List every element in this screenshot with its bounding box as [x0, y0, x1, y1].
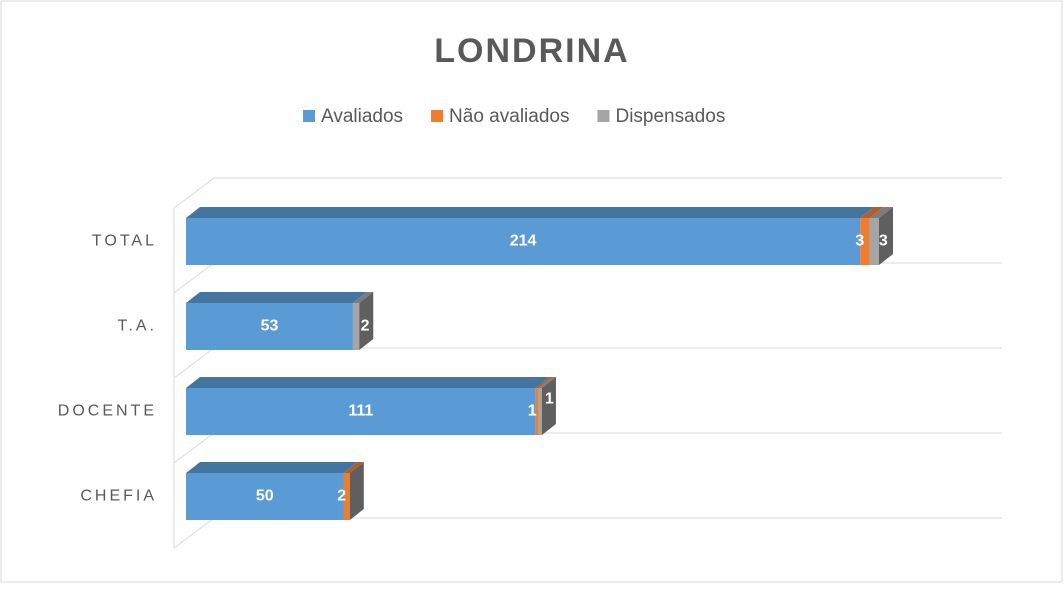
bar-top	[343, 462, 364, 473]
bar	[538, 388, 542, 435]
bar-top	[535, 377, 553, 388]
bar	[186, 473, 344, 520]
legend-label: Dispensados	[615, 106, 725, 127]
legend-swatch	[597, 110, 610, 122]
grid-line	[173, 432, 215, 464]
data-label: 214	[510, 233, 537, 250]
legend-swatch	[431, 110, 444, 122]
grid-line	[173, 347, 215, 379]
bar	[343, 473, 350, 520]
data-label: 1	[545, 391, 554, 408]
bar-side	[879, 207, 893, 265]
data-label: 3	[855, 233, 864, 250]
data-label: 53	[261, 318, 279, 335]
grid-line	[173, 177, 215, 209]
y-tick-label: TOTAL	[92, 233, 157, 250]
y-tick-label: CHEFIA	[80, 488, 157, 505]
data-label: 2	[361, 318, 370, 335]
bar-side	[541, 377, 556, 435]
legend-label: Avaliados	[321, 106, 403, 127]
legend-swatch	[303, 110, 315, 122]
bar-side	[359, 292, 374, 350]
bar-top	[538, 377, 556, 388]
bar-top	[186, 292, 367, 303]
data-label: 2	[337, 488, 346, 505]
grid-line	[173, 517, 215, 549]
bar	[186, 218, 861, 265]
data-label: 3	[879, 233, 888, 250]
grid-line	[173, 262, 215, 294]
bar-top	[860, 207, 884, 218]
data-label: 1	[528, 403, 537, 420]
data-label: 50	[256, 488, 274, 505]
bar	[186, 388, 536, 435]
y-tick-label: T.A.	[117, 318, 157, 335]
bar	[860, 218, 870, 265]
bar-top	[352, 292, 374, 303]
bar-top	[186, 207, 875, 218]
data-label: 111	[348, 403, 373, 420]
chart-title: LONDRINA	[434, 32, 629, 70]
y-tick-label: DOCENTE	[58, 403, 157, 420]
bar	[352, 303, 360, 350]
legend-label: Não avaliados	[449, 106, 569, 127]
bar	[869, 218, 879, 265]
bar-top	[869, 207, 893, 218]
bar-side	[349, 462, 364, 520]
bar-top	[186, 462, 358, 473]
bar	[186, 303, 353, 350]
bar-top	[186, 377, 550, 388]
bar	[535, 388, 539, 435]
